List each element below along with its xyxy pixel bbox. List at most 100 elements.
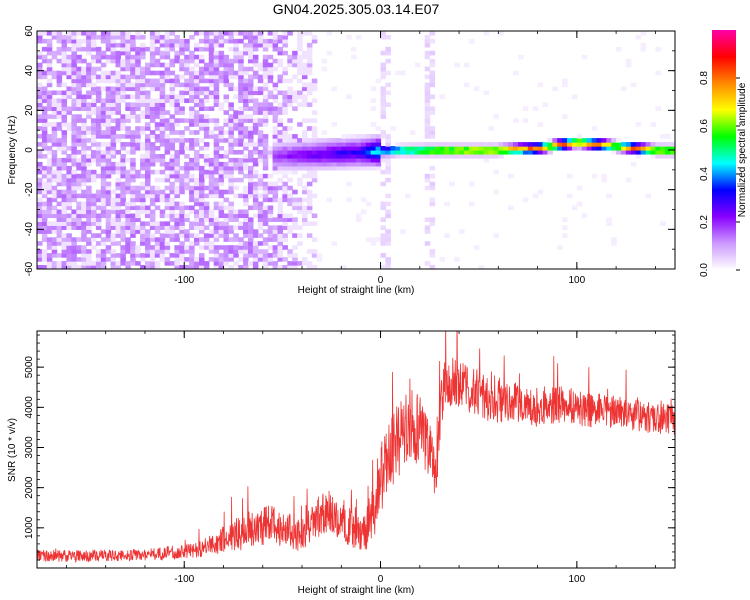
spectrogram-cell [223,58,230,64]
spectrogram-cell [429,58,436,64]
spectrogram-cell [385,169,391,175]
spectrogram-cell [233,161,239,167]
spectrogram-cell [203,90,210,96]
spectrogram-cell [130,241,136,246]
spectrogram-cell [194,90,200,96]
spectrogram-cell [179,241,185,246]
spectrogram-cell [311,142,318,147]
spectrogram-cell [154,146,161,151]
spectrogram-cell [37,209,43,215]
spectrogram-cell [140,66,146,72]
spectrogram-cell [238,161,244,167]
spectrogram-cell [272,181,279,187]
spectrogram-cell [159,106,166,111]
spectrogram-cell [360,146,367,151]
spectrogram-cell [252,118,259,123]
spectrogram-cell [184,229,190,234]
spectrogram-cell [400,146,406,151]
spectrogram-cell [522,118,529,123]
spectrogram-cell [199,169,205,175]
spectrogram-cell [601,173,607,179]
spectrogram-cell [159,189,166,195]
spectrogram-cell [625,177,632,183]
spectrogram-cell [429,165,436,171]
spectrogram-cell [189,189,195,195]
spectrogram-cell [262,74,269,80]
spectrogram-cell [351,46,357,52]
spectrogram-cell [51,197,58,203]
spectrogram-cell [145,241,151,246]
spectrogram-cell [140,50,146,56]
spectrogram-cell [91,237,97,242]
spectrogram-cell [365,150,372,155]
spectrogram-cell [110,165,117,171]
spectrogram-cell [203,126,210,131]
spectrogram-cell [71,114,77,119]
spectrogram-cell [238,241,244,246]
spectrogram-cell [655,150,661,155]
spectrogram-cell [125,261,131,266]
spectrogram-cell [252,106,259,111]
spectrogram-cell [81,106,87,111]
spectrogram-cell [282,185,288,191]
spectrogram-cell [272,245,279,250]
spectrogram-cell [81,221,87,226]
spectrogram-cell [56,114,63,119]
spectrogram-cell [76,114,82,119]
spectrogram-cell [199,58,205,64]
spectrogram-cell [311,169,318,175]
spectrogram-cell [248,237,254,242]
spectrogram-cell [149,237,156,242]
spectrogram-cell [356,165,362,171]
spectrogram-cell [130,94,136,100]
spectrogram-cell [493,146,499,151]
spectrogram-cell [105,157,112,163]
spectrogram-cell [287,138,293,143]
spectrogram-cell [213,245,220,250]
spectrogram-cell [272,150,279,155]
spectrogram-cell [238,90,244,96]
spectrogram-cell [380,217,387,222]
x-tick-label: -100 [174,574,194,585]
spectrogram-cell [56,209,63,215]
spectrogram-cell [194,237,200,242]
spectrogram-cell [287,201,293,207]
spectrogram-cell [473,154,480,159]
spectrogram-cell [233,209,239,215]
x-tick-label: 0 [378,574,384,585]
spectrogram-cell [532,146,539,151]
spectrogram-cell [508,146,514,151]
spectrogram-cell [262,142,269,147]
spectrogram-cell [154,237,161,242]
spectrogram-cell [51,142,58,147]
spectrogram-cell [385,102,391,107]
spectrogram-cell [621,150,627,155]
spectrogram-cell [61,245,68,250]
spectrogram-cell [199,74,205,80]
spectrogram-cell [159,134,166,139]
spectrogram-cell [169,185,176,191]
spectrogram-cell [199,229,205,234]
spectrogram-cell [616,142,622,147]
spectrogram-cell [233,94,239,100]
spectrogram-cell [199,98,205,103]
spectrogram-cell [86,157,92,163]
spectrogram-cell [203,122,210,127]
spectrogram-cell [194,161,200,167]
spectrogram-cell [311,138,318,143]
spectrogram-cell [145,114,151,119]
spectrogram-cell [125,130,131,135]
spectrogram-cell [95,118,102,123]
spectrogram-cell [164,245,171,250]
spectrogram-cell [346,94,352,100]
spectrogram-cell [159,169,166,175]
spectrogram-cell [37,225,43,230]
spectrogram-cell [203,154,210,159]
spectrogram-cell [51,253,58,258]
spectrogram-cell [292,161,298,167]
spectrogram-cell [174,257,180,262]
spectrogram-cell [248,229,254,234]
spectrogram-cell [331,154,338,159]
spectrogram-cell [248,177,254,183]
spectrogram-cell [424,54,431,60]
